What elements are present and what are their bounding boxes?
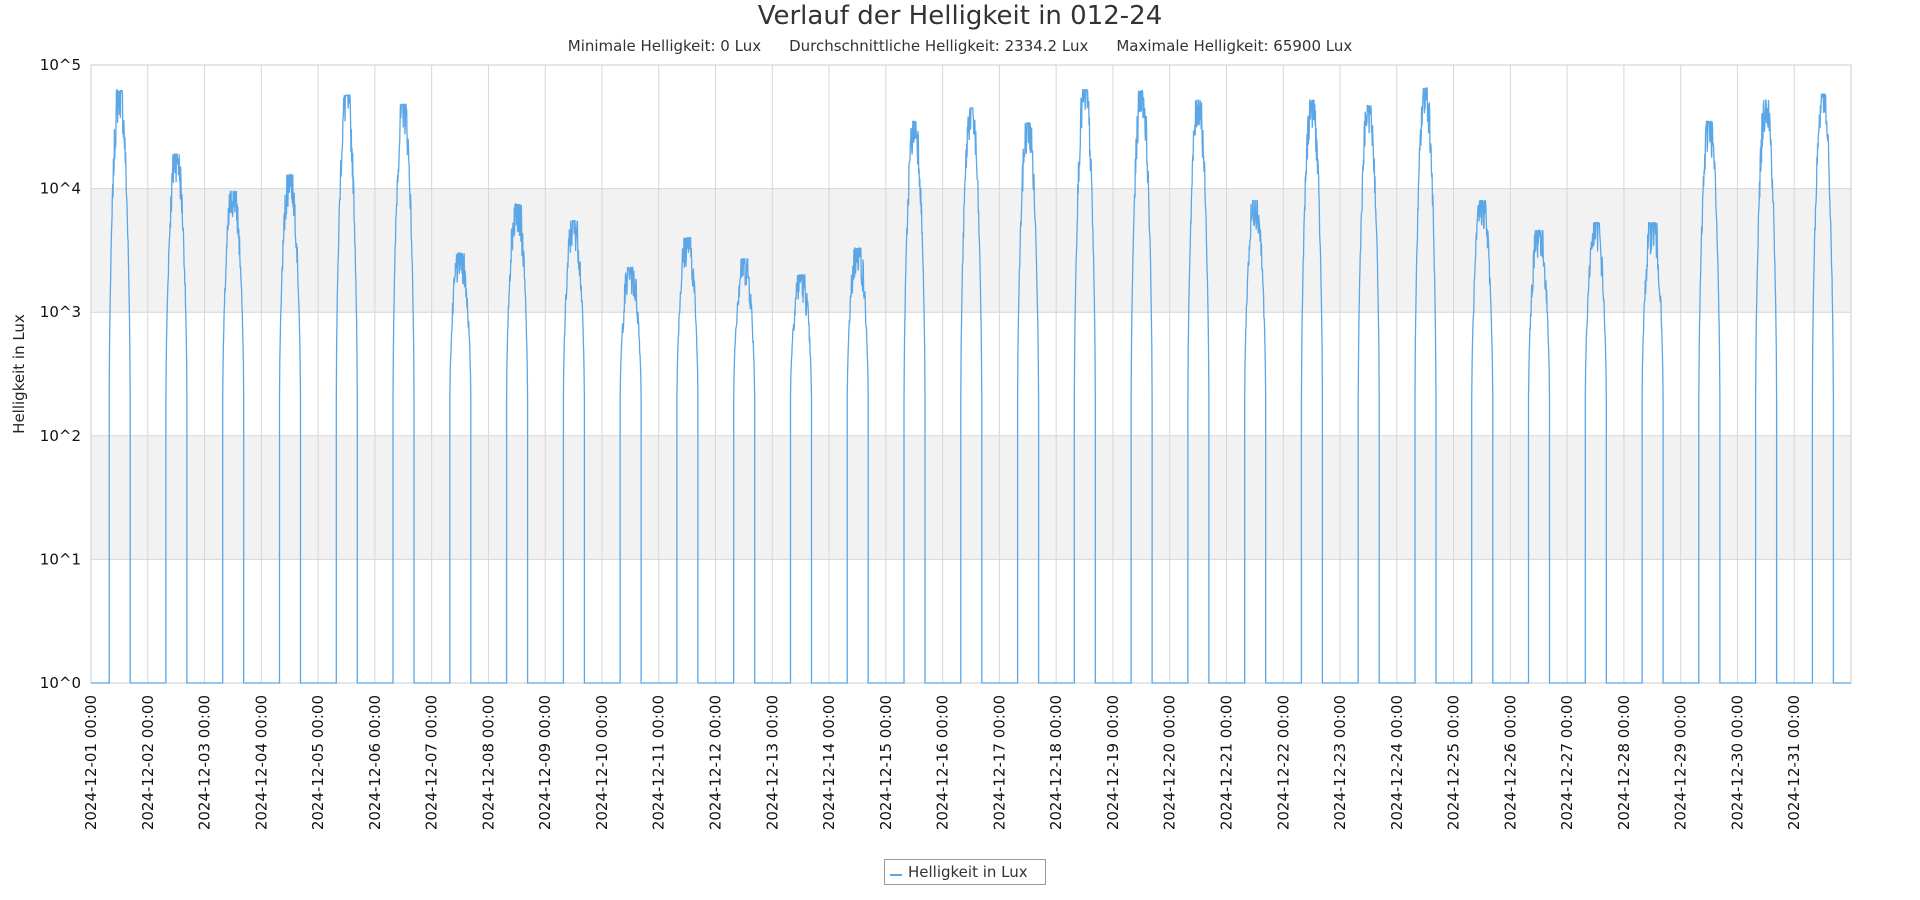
day-curve-2024-12-14: [829, 247, 886, 684]
y-tick-label: 10^3: [40, 303, 81, 321]
x-tick-label: 2024-12-03 00:00: [196, 695, 214, 830]
legend-label: Helligkeit in Lux: [908, 863, 1028, 881]
x-tick-label: 2024-12-16 00:00: [934, 695, 952, 830]
x-tick-label: 2024-12-10 00:00: [593, 695, 611, 830]
x-tick-label: 2024-12-15 00:00: [877, 695, 895, 830]
x-tick-label: 2024-12-28 00:00: [1615, 695, 1633, 830]
day-curve-2024-12-30: [1737, 99, 1795, 684]
x-tick-label: 2024-12-24 00:00: [1388, 695, 1406, 830]
day-curve-2024-12-19: [1112, 90, 1170, 684]
shaded-band-1: [91, 188, 1851, 313]
plot-frame: [90, 64, 1852, 684]
day-curve-2024-12-05: [318, 94, 375, 684]
shaded-bands: [91, 188, 1851, 560]
day-curve-2024-12-03: [204, 190, 262, 684]
x-tick-label: 2024-12-30 00:00: [1728, 695, 1746, 830]
legend[interactable]: Helligkeit in Lux: [884, 859, 1046, 885]
x-tick-label: 2024-12-31 00:00: [1785, 695, 1803, 830]
x-tick-label: 2024-12-06 00:00: [366, 695, 384, 830]
day-curve-2024-12-28: [1623, 222, 1681, 684]
day-curve-2024-12-18: [1056, 89, 1113, 684]
day-curve-2024-12-06: [374, 103, 432, 684]
x-tick-label: 2024-12-01 00:00: [82, 695, 100, 830]
y-tick-label: 10^1: [40, 550, 81, 568]
y-axis-label: Helligkeit in Lux: [10, 314, 28, 434]
chart-subtitle: Minimale Helligkeit: 0 Lux Durchschnittli…: [0, 37, 1920, 55]
y-tick-label: 10^2: [40, 427, 81, 445]
day-curve-2024-12-11: [658, 237, 716, 684]
y-tick-label: 10^5: [40, 56, 81, 74]
day-curve-2024-12-15: [885, 120, 943, 684]
day-curve-2024-12-31: [1794, 93, 1851, 684]
x-tick-label: 2024-12-29 00:00: [1672, 695, 1690, 830]
y-tick-label: 10^4: [40, 180, 81, 198]
x-tick-label: 2024-12-08 00:00: [479, 695, 497, 830]
x-tick-label: 2024-12-07 00:00: [423, 695, 441, 830]
x-tick-label: 2024-12-05 00:00: [309, 695, 327, 830]
day-curve-2024-12-01: [91, 88, 148, 684]
x-tick-label: 2024-12-20 00:00: [1161, 695, 1179, 830]
x-tick-label: 2024-12-13 00:00: [763, 695, 781, 830]
y-axis: 10^0 10^1 10^2 10^3 10^4 10^5: [40, 56, 81, 692]
x-tick-label: 2024-12-27 00:00: [1558, 695, 1576, 830]
day-curve-2024-12-27: [1567, 222, 1624, 684]
day-curve-2024-12-04: [261, 173, 319, 684]
x-tick-label: 2024-12-26 00:00: [1501, 695, 1519, 830]
x-tick-label: 2024-12-21 00:00: [1217, 695, 1235, 830]
max-brightness-label: Maximale Helligkeit: 65900 Lux: [1116, 37, 1353, 55]
x-tick-label: 2024-12-09 00:00: [536, 695, 554, 830]
x-tick-label: 2024-12-23 00:00: [1331, 695, 1349, 830]
x-axis: 2024-12-01 00:00 2024-12-02 00:00 2024-12-…: [82, 695, 1803, 830]
shaded-band-0: [91, 435, 1851, 560]
day-curve-2024-12-26: [1510, 229, 1568, 684]
x-tick-label: 2024-12-11 00:00: [650, 695, 668, 830]
day-curve-2024-12-09: [545, 220, 602, 684]
day-curve-2024-12-21: [1226, 199, 1284, 684]
brightness-series: [91, 87, 1851, 684]
day-curve-2024-12-29: [1680, 120, 1738, 684]
day-curve-2024-12-22: [1283, 99, 1340, 684]
x-tick-label: 2024-12-12 00:00: [707, 695, 725, 830]
x-tick-label: 2024-12-22 00:00: [1274, 695, 1292, 830]
day-curve-2024-12-17: [999, 122, 1057, 684]
day-curve-2024-12-08: [488, 203, 546, 684]
x-tick-label: 2024-12-25 00:00: [1445, 695, 1463, 830]
x-tick-label: 2024-12-18 00:00: [1047, 695, 1065, 830]
legend-swatch: [890, 874, 902, 876]
day-curve-2024-12-07: [431, 252, 489, 684]
x-tick-label: 2024-12-14 00:00: [820, 695, 838, 830]
day-curve-2024-12-20: [1169, 99, 1227, 684]
day-curve-2024-12-23: [1340, 104, 1397, 684]
y-tick-label: 10^0: [40, 674, 81, 692]
day-curve-2024-12-10: [602, 266, 659, 684]
day-curve-2024-12-13: [772, 274, 830, 684]
x-tick-label: 2024-12-04 00:00: [252, 695, 270, 830]
day-curve-2024-12-24: [1396, 87, 1454, 684]
day-curve-2024-12-16: [942, 107, 1000, 684]
grid-lines: [90, 64, 1852, 684]
day-curve-2024-12-25: [1453, 199, 1511, 684]
x-tick-label: 2024-12-17 00:00: [990, 695, 1008, 830]
min-brightness-label: Minimale Helligkeit: 0 Lux: [567, 37, 762, 55]
chart-title: Verlauf der Helligkeit in 012-24: [757, 1, 1163, 31]
day-curve-2024-12-12: [715, 258, 773, 684]
day-curve-2024-12-02: [147, 152, 205, 684]
x-tick-label: 2024-12-02 00:00: [139, 695, 157, 830]
x-tick-label: 2024-12-19 00:00: [1104, 695, 1122, 830]
avg-brightness-label: Durchschnittliche Helligkeit: 2334.2 Lux: [789, 37, 1089, 55]
